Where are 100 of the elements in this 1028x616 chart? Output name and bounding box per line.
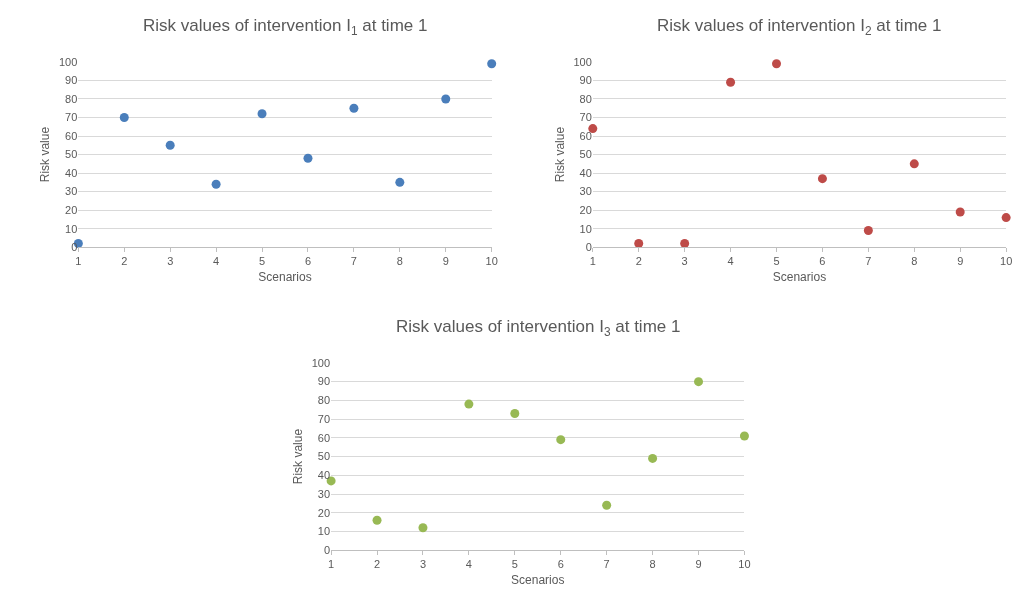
- x-tick-label: 5: [258, 255, 266, 268]
- x-tick-label: 5: [511, 558, 518, 571]
- x-tick-label: 4: [213, 255, 220, 268]
- x-tick-label: 1: [75, 255, 82, 268]
- x-tick-label: 1: [328, 558, 335, 571]
- y-tick-label: 50: [579, 148, 592, 161]
- x-tick-label: 8: [649, 558, 656, 571]
- y-tick-label: 40: [317, 469, 331, 482]
- x-tick-label: 10: [738, 558, 751, 571]
- y-tick-label: 90: [65, 74, 78, 87]
- x-axis-title: Scenarios: [258, 270, 312, 285]
- point: [955, 207, 965, 217]
- y-tick-label: 100: [58, 55, 78, 68]
- point: [257, 109, 267, 119]
- x-tick-label: 9: [695, 558, 702, 571]
- y-tick-label: 100: [573, 55, 592, 68]
- x-tick-label: 9: [957, 255, 964, 268]
- y-tick-label: 80: [317, 394, 331, 407]
- point: [817, 174, 827, 184]
- point: [303, 153, 313, 163]
- x-axis-title: Scenarios: [511, 573, 565, 588]
- y-tick-label: 20: [579, 203, 592, 216]
- y-tick-label: 10: [317, 525, 331, 538]
- point: [211, 179, 221, 189]
- y-tick-label: 60: [65, 129, 78, 142]
- x-axis-title: Scenarios: [772, 270, 827, 285]
- x-tick-label: 2: [373, 558, 381, 571]
- y-tick-label: 80: [579, 92, 592, 105]
- point: [909, 159, 919, 169]
- y-tick-label: 90: [317, 375, 331, 388]
- x-tick-label: 4: [465, 558, 472, 571]
- x-tick-label: 6: [819, 255, 826, 268]
- y-tick-label: 40: [579, 166, 592, 179]
- y-tick-label: 20: [65, 203, 78, 216]
- y-tick-label: 10: [65, 222, 78, 235]
- point: [510, 408, 520, 418]
- x-tick-label: 4: [727, 255, 734, 268]
- y-tick-label: 0: [323, 544, 331, 557]
- point: [694, 377, 704, 387]
- x-tick-label: 3: [681, 255, 688, 268]
- x-tick-label: 6: [304, 255, 312, 268]
- point: [119, 112, 129, 122]
- chart-title: Risk values of intervention I$_{3}$ at time 1: [396, 317, 681, 339]
- x-tick-label: 10: [1000, 255, 1013, 268]
- y-tick-label: 40: [65, 166, 78, 179]
- point: [395, 177, 405, 187]
- point: [726, 77, 736, 87]
- x-tick-label: 10: [485, 255, 498, 268]
- point: [1001, 213, 1011, 223]
- y-axis-title: Risk value: [552, 126, 567, 183]
- x-tick-label: 7: [350, 255, 357, 268]
- point: [349, 103, 359, 113]
- x-tick-label: 2: [635, 255, 642, 268]
- y-tick-label: 30: [579, 185, 592, 198]
- y-tick-label: 50: [317, 450, 331, 463]
- point: [441, 94, 451, 104]
- y-tick-label: 70: [65, 111, 78, 124]
- point: [863, 226, 873, 236]
- y-tick-label: 70: [317, 412, 331, 425]
- point: [372, 515, 382, 525]
- point: [165, 140, 175, 150]
- chart-title: Risk values of intervention I$_{2}$ at time 1: [657, 16, 942, 38]
- y-tick-label: 100: [311, 356, 331, 369]
- x-tick-label: 9: [442, 255, 449, 268]
- y-tick-label: 90: [579, 74, 592, 87]
- y-tick-label: 60: [579, 129, 592, 142]
- point: [772, 59, 781, 69]
- y-tick-label: 70: [579, 111, 592, 124]
- y-tick-label: 10: [579, 222, 592, 235]
- y-tick-label: 60: [317, 431, 331, 444]
- x-tick-label: 7: [865, 255, 872, 268]
- y-tick-label: 50: [65, 148, 78, 161]
- y-tick-label: 80: [65, 92, 78, 105]
- x-tick-label: 5: [773, 255, 780, 268]
- point: [556, 435, 566, 445]
- point: [588, 124, 598, 134]
- point: [464, 399, 474, 409]
- y-axis-title: Risk value: [38, 126, 53, 183]
- x-tick-label: 3: [419, 558, 427, 571]
- y-tick-label: 20: [317, 506, 331, 519]
- y-tick-label: 30: [65, 185, 78, 198]
- point: [680, 239, 690, 248]
- y-tick-label: 30: [317, 487, 331, 500]
- y-tick-label: 0: [585, 241, 592, 254]
- point: [648, 453, 658, 463]
- x-tick-label: 2: [121, 255, 128, 268]
- x-tick-label: 3: [167, 255, 174, 268]
- x-tick-label: 7: [603, 558, 610, 571]
- x-tick-label: 6: [557, 558, 564, 571]
- x-tick-label: 8: [911, 255, 918, 268]
- point: [418, 523, 428, 533]
- y-tick-label: 0: [71, 241, 78, 254]
- chart-title: Risk values of intervention I$_{1}$ at time 1: [143, 16, 428, 38]
- x-tick-label: 8: [396, 255, 403, 268]
- point: [602, 500, 612, 510]
- x-tick-label: 1: [589, 255, 596, 268]
- point: [739, 431, 749, 441]
- point: [487, 59, 497, 69]
- y-axis-title: Risk value: [291, 428, 306, 485]
- point: [634, 239, 644, 248]
